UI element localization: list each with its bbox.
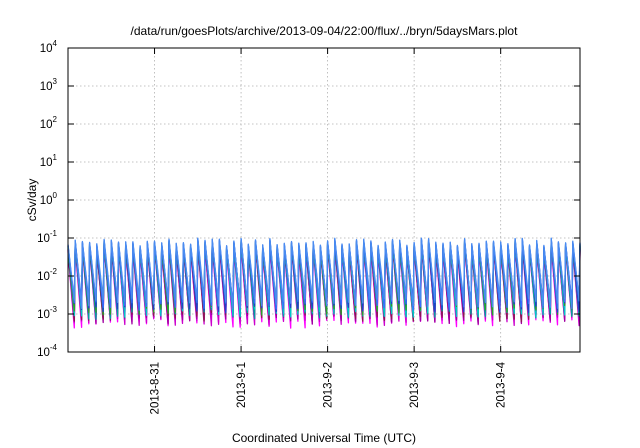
x-axis-ticks: 2013-8-31 2013-9-1 2013-9-2 2013-9-3 2013-9-…	[150, 48, 508, 414]
y-tick-label: 10-1	[37, 229, 57, 245]
x-tick-label: 2013-8-31	[150, 362, 162, 414]
y-tick-label: 10-3	[37, 305, 57, 321]
chart-title: /data/run/goesPlots/archive/2013-09-04/2…	[131, 24, 519, 38]
y-tick-label: 103	[40, 77, 58, 93]
x-tick-label: 2013-9-3	[409, 362, 421, 408]
x-tick-label: 2013-9-1	[236, 362, 248, 408]
y-tick-label: 102	[40, 115, 58, 131]
y-tick-label: 10-4	[37, 343, 57, 359]
y-tick-label: 104	[40, 39, 58, 55]
y-axis-ticks: 10-4 10-3 10-2 10-1 100 101 102 103 104	[37, 39, 580, 359]
y-tick-label: 10-2	[37, 267, 57, 283]
x-tick-label: 2013-9-2	[323, 362, 335, 408]
x-axis-label: Coordinated Universal Time (UTC)	[232, 431, 416, 445]
y-tick-label: 100	[40, 191, 58, 207]
series-group	[67, 237, 581, 329]
y-axis-label: cSv/day	[25, 179, 39, 222]
y-tick-label: 101	[40, 153, 58, 169]
series-line	[67, 237, 581, 310]
x-tick-label: 2013-9-4	[496, 361, 508, 408]
